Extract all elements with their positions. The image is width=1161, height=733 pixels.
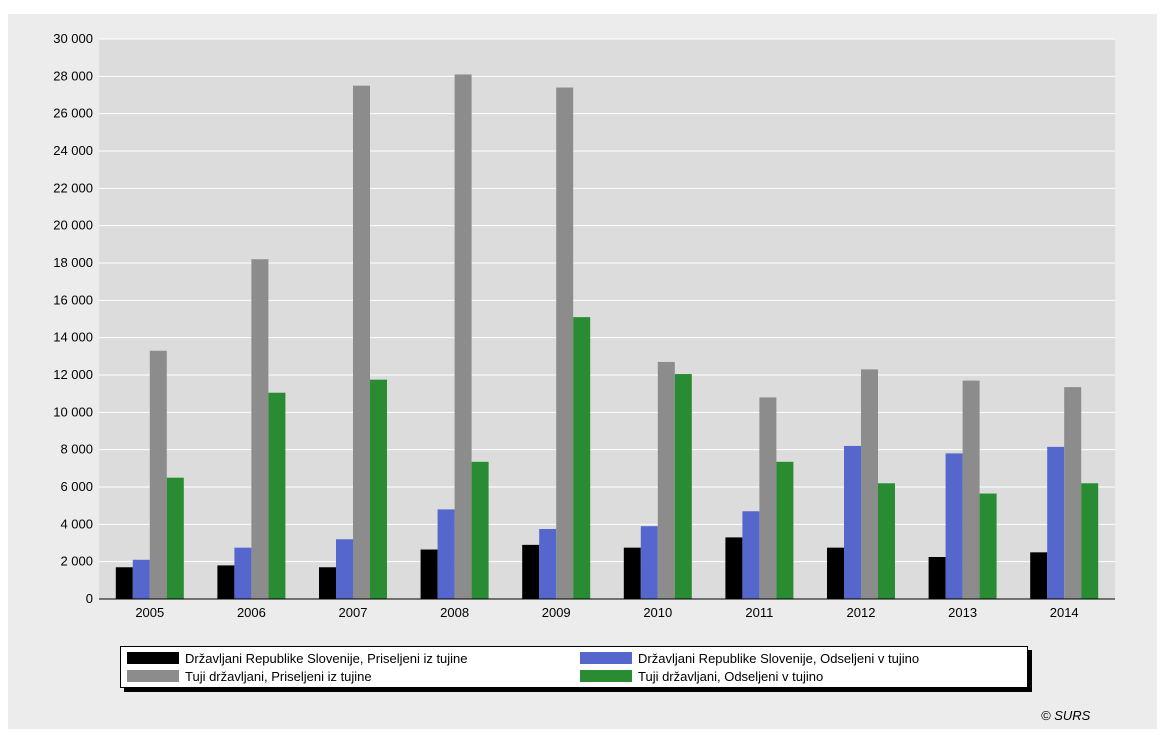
bar [471,461,489,599]
legend-item: Tuji državljani, Priseljeni iz tujine [127,667,372,685]
bar [539,529,557,599]
y-tick-label: 16 000 [53,292,93,307]
x-tick-label: 2005 [135,605,164,620]
x-tick-label: 2014 [1050,605,1079,620]
bar [234,547,252,599]
legend-label: Tuji državljani, Priseljeni iz tujine [185,668,372,684]
legend: Državljani Republike Slovenije, Priselje… [120,646,1028,688]
x-tick-label: 2011 [745,605,773,620]
bar [319,567,336,599]
bar [861,369,878,599]
y-tick-label: 18 000 [53,255,93,270]
bars [115,74,1099,600]
chart-frame: 0 2 000 4 000 6 000 8 000 10 000 12 000 14 000 1… [8,14,1157,729]
y-tick-label: 6 000 [60,479,93,494]
legend-item: Tuji državljani, Odseljeni v tujino [580,667,823,685]
legend-swatch [127,652,179,664]
legend-label: Državljani Republike Slovenije, Priselje… [185,650,468,666]
x-tick-label: 2013 [948,605,977,620]
bar [1030,552,1048,599]
bar [556,87,574,600]
bar [1064,387,1082,599]
y-tick-label: 30 000 [53,31,93,46]
y-tick-label: 26 000 [53,106,93,121]
x-tick-label: 2012 [847,605,876,620]
x-tick-label: 2008 [440,605,469,620]
bar [336,539,353,599]
x-tick-label: 2009 [542,605,571,620]
bar [657,361,675,599]
bar [674,374,692,599]
bar [928,557,946,599]
y-tick-label: 14 000 [53,330,93,345]
bar [268,392,286,599]
bar [623,547,641,599]
bar [115,567,133,599]
y-tick-label: 24 000 [53,143,93,158]
legend-item: Državljani Republike Slovenije, Odseljen… [580,649,919,667]
bar [166,477,184,599]
bar-chart: 0 2 000 4 000 6 000 8 000 10 000 12 000 14 000 1… [53,31,1115,620]
x-axis-ticks: 2005 2006 2007 2008 2009 2010 2011 2012 2013 2014 [135,605,1078,620]
bar [217,565,235,599]
bar [149,350,167,599]
bar [640,526,658,599]
bar [353,85,370,599]
bar [776,461,794,599]
copyright-text: © SURS [1041,708,1091,723]
bar [878,483,895,599]
legend-swatch [127,670,179,682]
bar [437,509,455,599]
bar [420,549,438,599]
y-tick-label: 12 000 [53,367,93,382]
y-tick-label: 2 000 [60,554,93,569]
x-tick-label: 2010 [643,605,672,620]
bar [844,445,861,599]
legend-label: Državljani Republike Slovenije, Odseljen… [638,650,920,666]
y-tick-label: 0 [86,591,93,606]
bar [962,380,980,599]
bar [742,511,760,599]
bar [251,259,269,599]
x-tick-label: 2006 [237,605,266,620]
y-tick-label: 22 000 [53,180,93,195]
legend-swatch [580,652,632,664]
bar [454,74,472,599]
y-axis-ticks: 0 2 000 4 000 6 000 8 000 10 000 12 000 14 000 1… [53,31,93,606]
y-tick-label: 4 000 [60,516,93,531]
bar [1047,446,1065,599]
bar [759,397,777,599]
legend-label: Tuji državljani, Odseljeni v tujino [638,668,824,684]
y-tick-label: 10 000 [53,404,93,419]
bar [725,537,743,599]
bar [370,379,387,599]
bar [132,559,150,599]
y-tick-label: 20 000 [53,218,93,233]
y-tick-label: 28 000 [53,68,93,83]
bar [522,544,540,599]
bar [979,493,997,599]
bar [827,547,844,599]
legend-swatch [580,670,632,682]
bar [945,453,963,599]
y-tick-label: 8 000 [60,442,93,457]
bar [573,317,591,599]
legend-item: Državljani Republike Slovenije, Priselje… [127,649,468,667]
x-tick-label: 2007 [339,605,368,620]
bar [1081,483,1099,599]
